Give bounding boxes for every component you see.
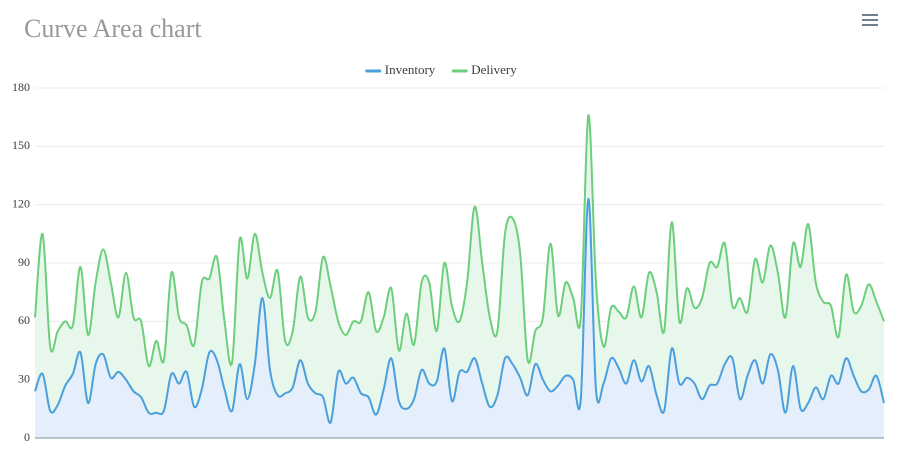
legend: Inventory Delivery <box>365 62 517 77</box>
menu-icon[interactable] <box>862 14 878 26</box>
chart-title: Curve Area chart <box>24 14 202 43</box>
y-tick-label: 0 <box>24 430 30 444</box>
y-tick-label: 150 <box>12 138 30 152</box>
y-tick-label: 120 <box>12 196 30 210</box>
y-tick-label: 30 <box>18 371 30 385</box>
area <box>35 198 884 438</box>
legend-label: Delivery <box>471 62 517 77</box>
line <box>34 114 885 368</box>
y-tick-label: 90 <box>18 255 30 269</box>
line <box>34 197 885 424</box>
legend-label: Inventory <box>385 62 436 77</box>
y-tick-label: 60 <box>18 313 30 327</box>
y-tick-label: 180 <box>12 80 30 94</box>
